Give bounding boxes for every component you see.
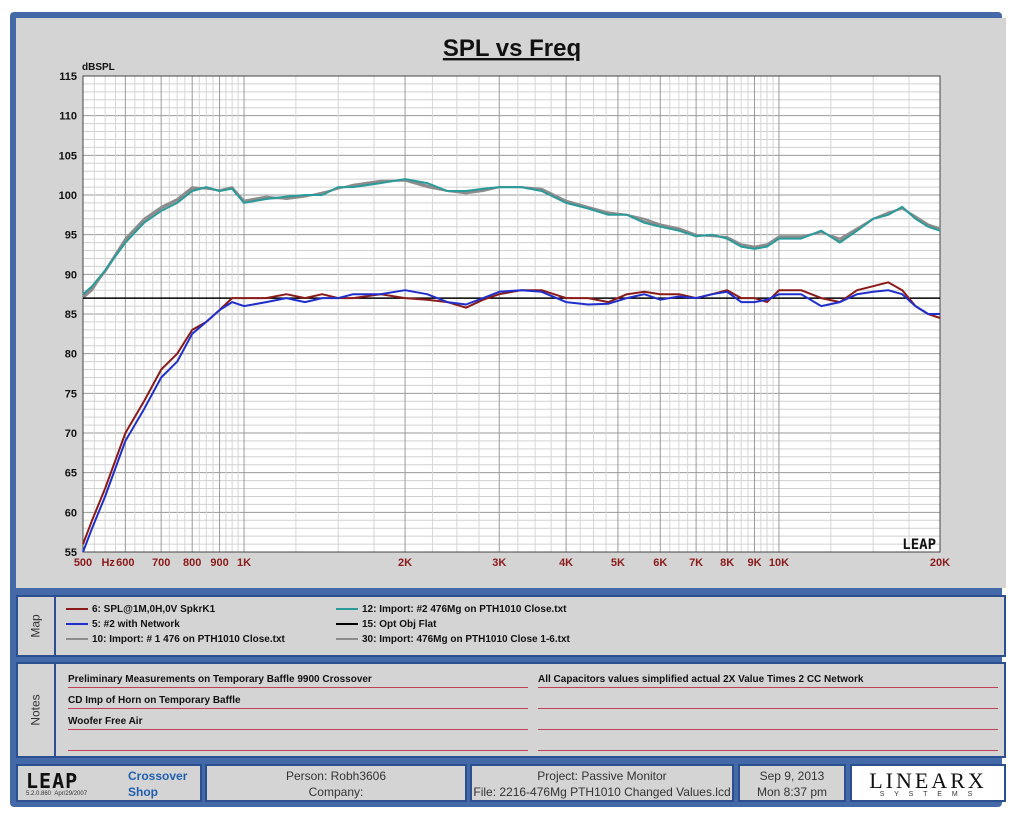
linearx-logo: LINEARX xyxy=(869,768,987,793)
grid xyxy=(82,75,941,553)
x-tick-label: 500 xyxy=(74,557,92,569)
x-unit-label: Hz xyxy=(101,557,115,569)
tick-labels: 55 60 65 70 75 80 85 90 95 100 105 110 115 500 600 700 8… xyxy=(59,71,951,569)
y-tick-label: 80 xyxy=(65,349,77,361)
app-name-2: Shop xyxy=(128,785,158,799)
file-text: File: 2216-476Mg PTH1010 Changed Values.… xyxy=(473,785,731,799)
linearx-sub: S Y S T E M S xyxy=(879,791,977,798)
x-tick-label: 700 xyxy=(152,557,170,569)
y-tick-label: 85 xyxy=(65,309,77,321)
project-text: Project: Passive Monitor xyxy=(537,769,667,783)
x-tick-label: 9K xyxy=(747,557,761,569)
swatch xyxy=(336,608,358,611)
notes-panel: Notes Preliminary Measurements on Tempor… xyxy=(16,662,1006,758)
y-tick-label: 110 xyxy=(59,111,77,123)
map-side-label: Map xyxy=(18,597,56,655)
note-left-2: CD Imp of Horn on Temporary Baffle xyxy=(68,695,241,706)
note-rule xyxy=(68,687,528,688)
map-panel: Map 6: SPL@1M,0H,0V SpkrK1 5: #2 with Ne… xyxy=(16,595,1006,657)
version-text: 5.2.0.860 Apr/29/2007 xyxy=(26,791,88,797)
x-tick-label: 4K xyxy=(559,557,573,569)
chart-panel: SPL vs Freq dBSPL 55 60 65 70 75 80 85 90 95 100 1… xyxy=(16,18,1006,588)
map-item-15: 15: Opt Obj Flat xyxy=(336,619,436,630)
series-line-2 xyxy=(82,178,941,295)
y-tick-label: 70 xyxy=(65,428,77,440)
person-text: Person: Robh3606 xyxy=(285,769,387,783)
leap-logo: LEAP xyxy=(26,769,79,793)
time-text: Mon 8:37 pm xyxy=(756,785,828,799)
note-rule xyxy=(538,708,998,709)
app-name-1: Crossover xyxy=(128,769,188,783)
x-tick-label: 1K xyxy=(237,557,251,569)
y-axis-label: dBSPL xyxy=(82,62,115,73)
y-tick-label: 90 xyxy=(65,269,77,281)
footer-date-box: Sep 9, 2013 Mon 8:37 pm xyxy=(738,764,846,802)
date-text: Sep 9, 2013 xyxy=(759,769,825,783)
y-tick-label: 95 xyxy=(65,230,77,242)
map-item-30: 30: Import: 476Mg on PTH1010 Close 1-6.t… xyxy=(336,634,570,645)
y-tick-label: 100 xyxy=(59,190,77,202)
footer-person-box: Person: Robh3606 Company: xyxy=(205,764,467,802)
y-tick-label: 60 xyxy=(65,507,77,519)
note-rule xyxy=(538,750,998,751)
y-tick-label: 65 xyxy=(65,468,77,480)
swatch xyxy=(66,608,88,611)
note-rule xyxy=(538,687,998,688)
x-tick-label: 10K xyxy=(769,557,789,569)
company-text: Company: xyxy=(308,785,364,799)
swatch xyxy=(66,638,88,641)
x-tick-label: 2K xyxy=(398,557,412,569)
map-item-10: 10: Import: # 1 476 on PTH1010 Close.txt xyxy=(66,634,285,645)
chart-title: SPL vs Freq xyxy=(443,35,581,62)
note-left-1: Preliminary Measurements on Temporary Ba… xyxy=(68,674,372,685)
series-line-1 xyxy=(82,289,940,553)
map-item-12: 12: Import: #2 476Mg on PTH1010 Close.tx… xyxy=(336,604,567,615)
note-rule xyxy=(68,729,528,730)
note-rule xyxy=(538,729,998,730)
swatch xyxy=(336,638,358,641)
note-rule xyxy=(68,750,528,751)
x-tick-label: 6K xyxy=(653,557,667,569)
leap-watermark: LEAP xyxy=(902,537,936,553)
note-left-3: Woofer Free Air xyxy=(68,716,143,727)
footer-brand-box: LINEARX S Y S T E M S xyxy=(850,764,1006,802)
notes-side-label: Notes xyxy=(18,664,56,756)
x-tick-label: 7K xyxy=(689,557,703,569)
note-rule xyxy=(68,708,528,709)
x-tick-label: 800 xyxy=(183,557,201,569)
map-item-5: 5: #2 with Network xyxy=(66,619,180,630)
x-tick-label: 600 xyxy=(116,557,134,569)
map-item-6: 6: SPL@1M,0H,0V SpkrK1 xyxy=(66,604,215,615)
x-tick-label: 8K xyxy=(720,557,734,569)
x-tick-label: 20K xyxy=(930,557,950,569)
x-tick-label: 3K xyxy=(492,557,506,569)
note-right-1: All Capacitors values simplified actual … xyxy=(538,674,864,685)
spl-chart: SPL vs Freq dBSPL 55 60 65 70 75 80 85 90 95 100 1… xyxy=(16,18,1006,588)
x-tick-label: 5K xyxy=(611,557,625,569)
x-tick-label: 900 xyxy=(210,557,228,569)
series-lines xyxy=(82,178,941,553)
footer-project-box: Project: Passive Monitor File: 2216-476M… xyxy=(470,764,734,802)
swatch xyxy=(336,623,358,626)
swatch xyxy=(66,623,88,626)
y-tick-label: 55 xyxy=(65,547,77,559)
y-tick-label: 75 xyxy=(65,388,77,400)
y-tick-label: 105 xyxy=(59,150,77,162)
footer-logo-box: LEAP 5.2.0.860 Apr/29/2007 Crossover Sho… xyxy=(16,764,202,802)
y-tick-label: 115 xyxy=(59,71,77,83)
